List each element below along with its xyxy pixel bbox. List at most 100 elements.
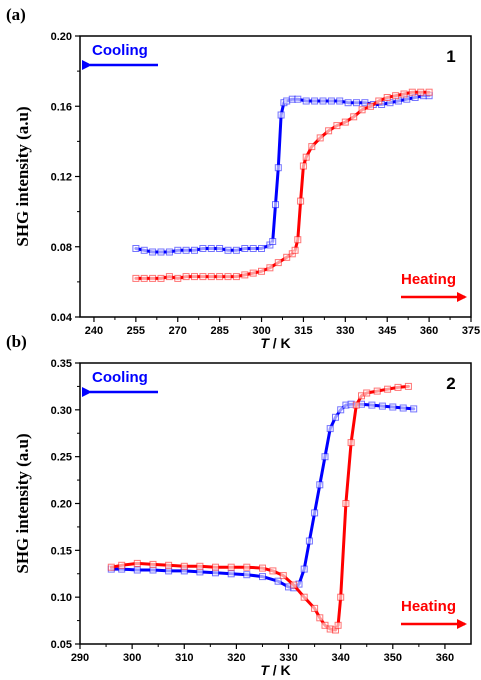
y-tick-label: 0.30 bbox=[51, 405, 72, 417]
data-point bbox=[274, 259, 282, 267]
series-line-cooling bbox=[134, 94, 431, 254]
data-point bbox=[334, 621, 342, 629]
data-point bbox=[269, 238, 277, 245]
data-point bbox=[140, 274, 148, 282]
data-point bbox=[165, 248, 173, 256]
data-point bbox=[227, 570, 235, 578]
data-point bbox=[392, 92, 400, 100]
compound-label: 1 bbox=[446, 47, 455, 66]
y-tick-label: 0.04 bbox=[51, 312, 73, 324]
data-point bbox=[325, 127, 333, 135]
data-point bbox=[305, 537, 313, 545]
data-point bbox=[249, 269, 257, 277]
y-tick-label: 0.20 bbox=[51, 31, 72, 43]
data-point bbox=[337, 406, 345, 414]
x-axis-label-symbol: T bbox=[260, 335, 270, 351]
data-point bbox=[174, 246, 182, 254]
data-point bbox=[157, 248, 165, 256]
data-point bbox=[212, 563, 219, 571]
x-tick-label: 290 bbox=[71, 652, 89, 664]
data-point bbox=[133, 566, 141, 574]
data-point bbox=[350, 113, 358, 121]
data-point bbox=[241, 271, 249, 279]
y-tick-label: 0.20 bbox=[51, 499, 72, 511]
data-point bbox=[378, 402, 386, 410]
data-point bbox=[258, 267, 265, 275]
data-point bbox=[259, 564, 266, 572]
data-point bbox=[241, 245, 249, 252]
data-point bbox=[232, 273, 240, 281]
data-point bbox=[174, 274, 182, 282]
data-point bbox=[300, 565, 308, 573]
panel-label: (a) bbox=[6, 5, 26, 24]
data-point bbox=[140, 246, 148, 254]
heating-label: Heating bbox=[401, 598, 456, 615]
data-point bbox=[196, 568, 204, 576]
y-axis-label: SHG intensity (a.u) bbox=[13, 106, 32, 246]
data-point bbox=[316, 481, 324, 489]
cooling-label: Cooling bbox=[92, 42, 148, 59]
data-point bbox=[196, 562, 204, 570]
data-point bbox=[299, 162, 307, 170]
data-point bbox=[332, 413, 339, 421]
x-tick-label: 375 bbox=[462, 325, 480, 337]
data-point bbox=[274, 164, 282, 172]
y-tick-label: 0.15 bbox=[51, 545, 72, 557]
data-point bbox=[300, 593, 308, 601]
x-tick-label: 340 bbox=[331, 652, 349, 664]
x-axis-label-unit: / K bbox=[269, 662, 291, 678]
x-tick-label: 315 bbox=[294, 325, 312, 337]
data-point bbox=[243, 571, 251, 579]
data-point bbox=[311, 509, 319, 517]
data-point bbox=[368, 401, 376, 409]
y-tick-label: 0.12 bbox=[51, 172, 72, 184]
x-axis-label-symbol: T bbox=[260, 662, 270, 678]
data-point bbox=[216, 273, 224, 281]
data-point bbox=[199, 273, 207, 281]
data-point bbox=[327, 97, 335, 105]
data-point bbox=[224, 273, 232, 281]
data-point bbox=[400, 90, 408, 98]
data-point bbox=[336, 97, 344, 105]
data-point bbox=[272, 201, 279, 209]
x-tick-label: 255 bbox=[127, 325, 145, 337]
series-line-heating bbox=[109, 384, 410, 632]
data-point bbox=[353, 99, 360, 107]
y-tick-label: 0.10 bbox=[51, 592, 72, 604]
x-axis-label: T / K bbox=[260, 662, 290, 678]
data-point bbox=[408, 88, 416, 96]
data-point bbox=[308, 143, 316, 151]
data-point bbox=[404, 382, 412, 390]
data-point bbox=[384, 385, 392, 393]
y-tick-label: 0.25 bbox=[51, 452, 72, 464]
panel-label: (b) bbox=[6, 332, 27, 351]
x-tick-label: 240 bbox=[85, 325, 103, 337]
data-point bbox=[337, 593, 345, 601]
y-tick-label: 0.08 bbox=[51, 242, 72, 254]
data-point bbox=[180, 562, 188, 570]
y-tick-label: 0.35 bbox=[51, 358, 72, 370]
x-tick-label: 300 bbox=[123, 652, 141, 664]
data-point bbox=[321, 453, 329, 461]
data-point bbox=[373, 387, 381, 395]
data-point bbox=[207, 245, 215, 252]
data-point bbox=[249, 245, 257, 252]
data-point bbox=[243, 563, 251, 571]
x-axis-label-unit: / K bbox=[269, 335, 291, 351]
data-point bbox=[207, 273, 215, 281]
x-axis-label: T / K bbox=[260, 335, 290, 351]
data-point bbox=[389, 403, 397, 411]
data-point bbox=[266, 264, 274, 272]
data-point bbox=[344, 99, 352, 107]
data-point bbox=[363, 389, 371, 397]
data-point bbox=[132, 245, 140, 252]
x-tick-label: 300 bbox=[252, 325, 270, 337]
data-point bbox=[165, 273, 173, 281]
data-point bbox=[157, 274, 165, 282]
x-tick-label: 320 bbox=[227, 652, 245, 664]
x-tick-label: 270 bbox=[169, 325, 187, 337]
data-point bbox=[302, 153, 310, 161]
data-point bbox=[149, 274, 157, 282]
data-point bbox=[118, 561, 126, 569]
